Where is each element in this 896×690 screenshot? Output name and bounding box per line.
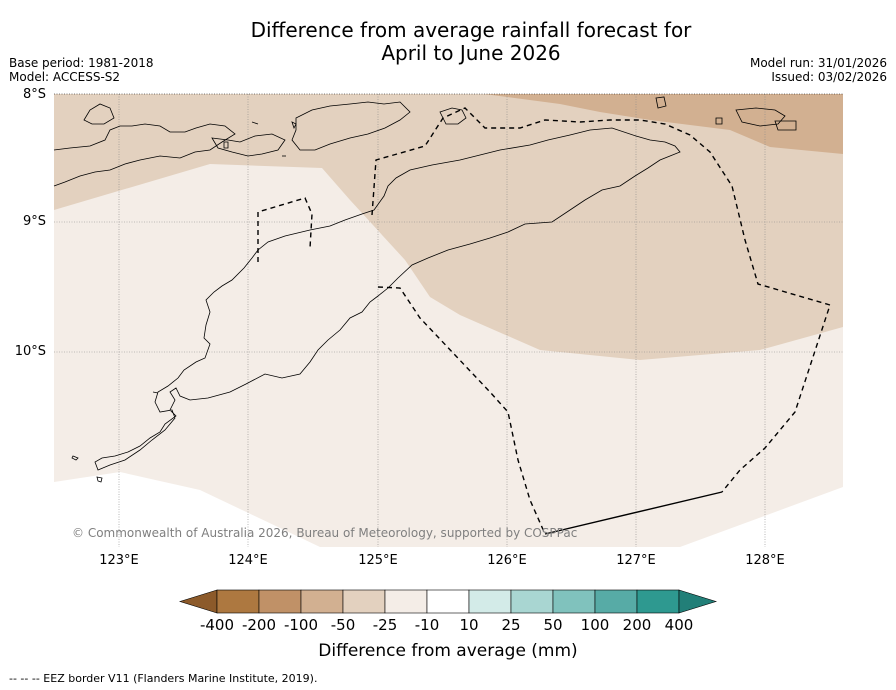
- copyright-credit: © Commonwealth of Australia 2026, Bureau…: [72, 526, 578, 540]
- colorbar-tick-label: -100: [283, 616, 319, 634]
- issued-date: Issued: 03/02/2026: [771, 70, 887, 84]
- colorbar-segment: [426, 589, 470, 614]
- colorbar-tick-label: 25: [501, 616, 521, 634]
- lat-label-10s: 10°S: [14, 344, 46, 359]
- colorbar-extend-high: [678, 589, 718, 614]
- gridlines: [54, 94, 843, 547]
- colorbar-tick-label: -10: [414, 616, 440, 634]
- colorbar-tick-label: 400: [664, 616, 694, 634]
- colorbar-segment: [468, 589, 512, 614]
- lon-label-126e: 126°E: [487, 553, 527, 568]
- chart-title: Difference from average rainfall forecas…: [0, 19, 896, 65]
- northern-islands: [53, 123, 236, 187]
- colorbar-segment: [300, 589, 344, 614]
- colorbar-tick-label: -200: [241, 616, 277, 634]
- lon-label-123e: 123°E: [99, 553, 139, 568]
- colorbar-segment: [552, 589, 596, 614]
- colorbar-segment: [510, 589, 554, 614]
- base-period: Base period: 1981-2018: [9, 56, 154, 70]
- colorbar-tick-label: -400: [199, 616, 235, 634]
- eez-border: [257, 107, 831, 535]
- lat-label-9s: 9°S: [22, 214, 46, 229]
- lon-label-125e: 125°E: [358, 553, 398, 568]
- colorbar-tick-label: 50: [543, 616, 563, 634]
- title-line-1: Difference from average rainfall forecas…: [250, 18, 692, 42]
- colorbar-tick-label: 200: [622, 616, 652, 634]
- colorbar-segment: [216, 589, 260, 614]
- lat-label-8s: 8°S: [22, 87, 46, 102]
- colorbar-tick-label: -50: [330, 616, 356, 634]
- zone-minus-100: [484, 94, 843, 154]
- colorbar-segment: [342, 589, 386, 614]
- model-name: Model: ACCESS-S2: [9, 70, 121, 84]
- eez-footnote: -- -- -- EEZ border V11 (Flanders Marine…: [9, 672, 318, 685]
- zone-minus-50: [54, 94, 843, 360]
- colorbar-label: Difference from average (mm): [318, 641, 578, 661]
- colorbar-tick-label: -25: [372, 616, 398, 634]
- colorbar-segment: [384, 589, 428, 614]
- colorbar-segment: [636, 589, 680, 614]
- lon-label-128e: 128°E: [745, 553, 785, 568]
- colorbar-tick-label: 100: [580, 616, 610, 634]
- title-line-2: April to June 2026: [381, 41, 561, 65]
- colorbar: [178, 589, 718, 614]
- meta-right: Model run: 31/01/2026 Issued: 03/02/2026: [750, 56, 887, 84]
- colorbar-segment: [258, 589, 302, 614]
- colorbar-tick-label: 10: [459, 616, 479, 634]
- model-run: Model run: 31/01/2026: [749, 56, 887, 70]
- coastlines: [53, 96, 797, 483]
- eez-solid-segment: [544, 491, 723, 535]
- lon-label-124e: 124°E: [228, 553, 268, 568]
- colorbar-segment: [594, 589, 638, 614]
- colorbar-extend-low: [178, 589, 218, 614]
- timor-coastline: [94, 127, 681, 471]
- lon-label-127e: 127°E: [616, 553, 656, 568]
- meta-left: Base period: 1981-2018 Model: ACCESS-S2: [9, 56, 154, 84]
